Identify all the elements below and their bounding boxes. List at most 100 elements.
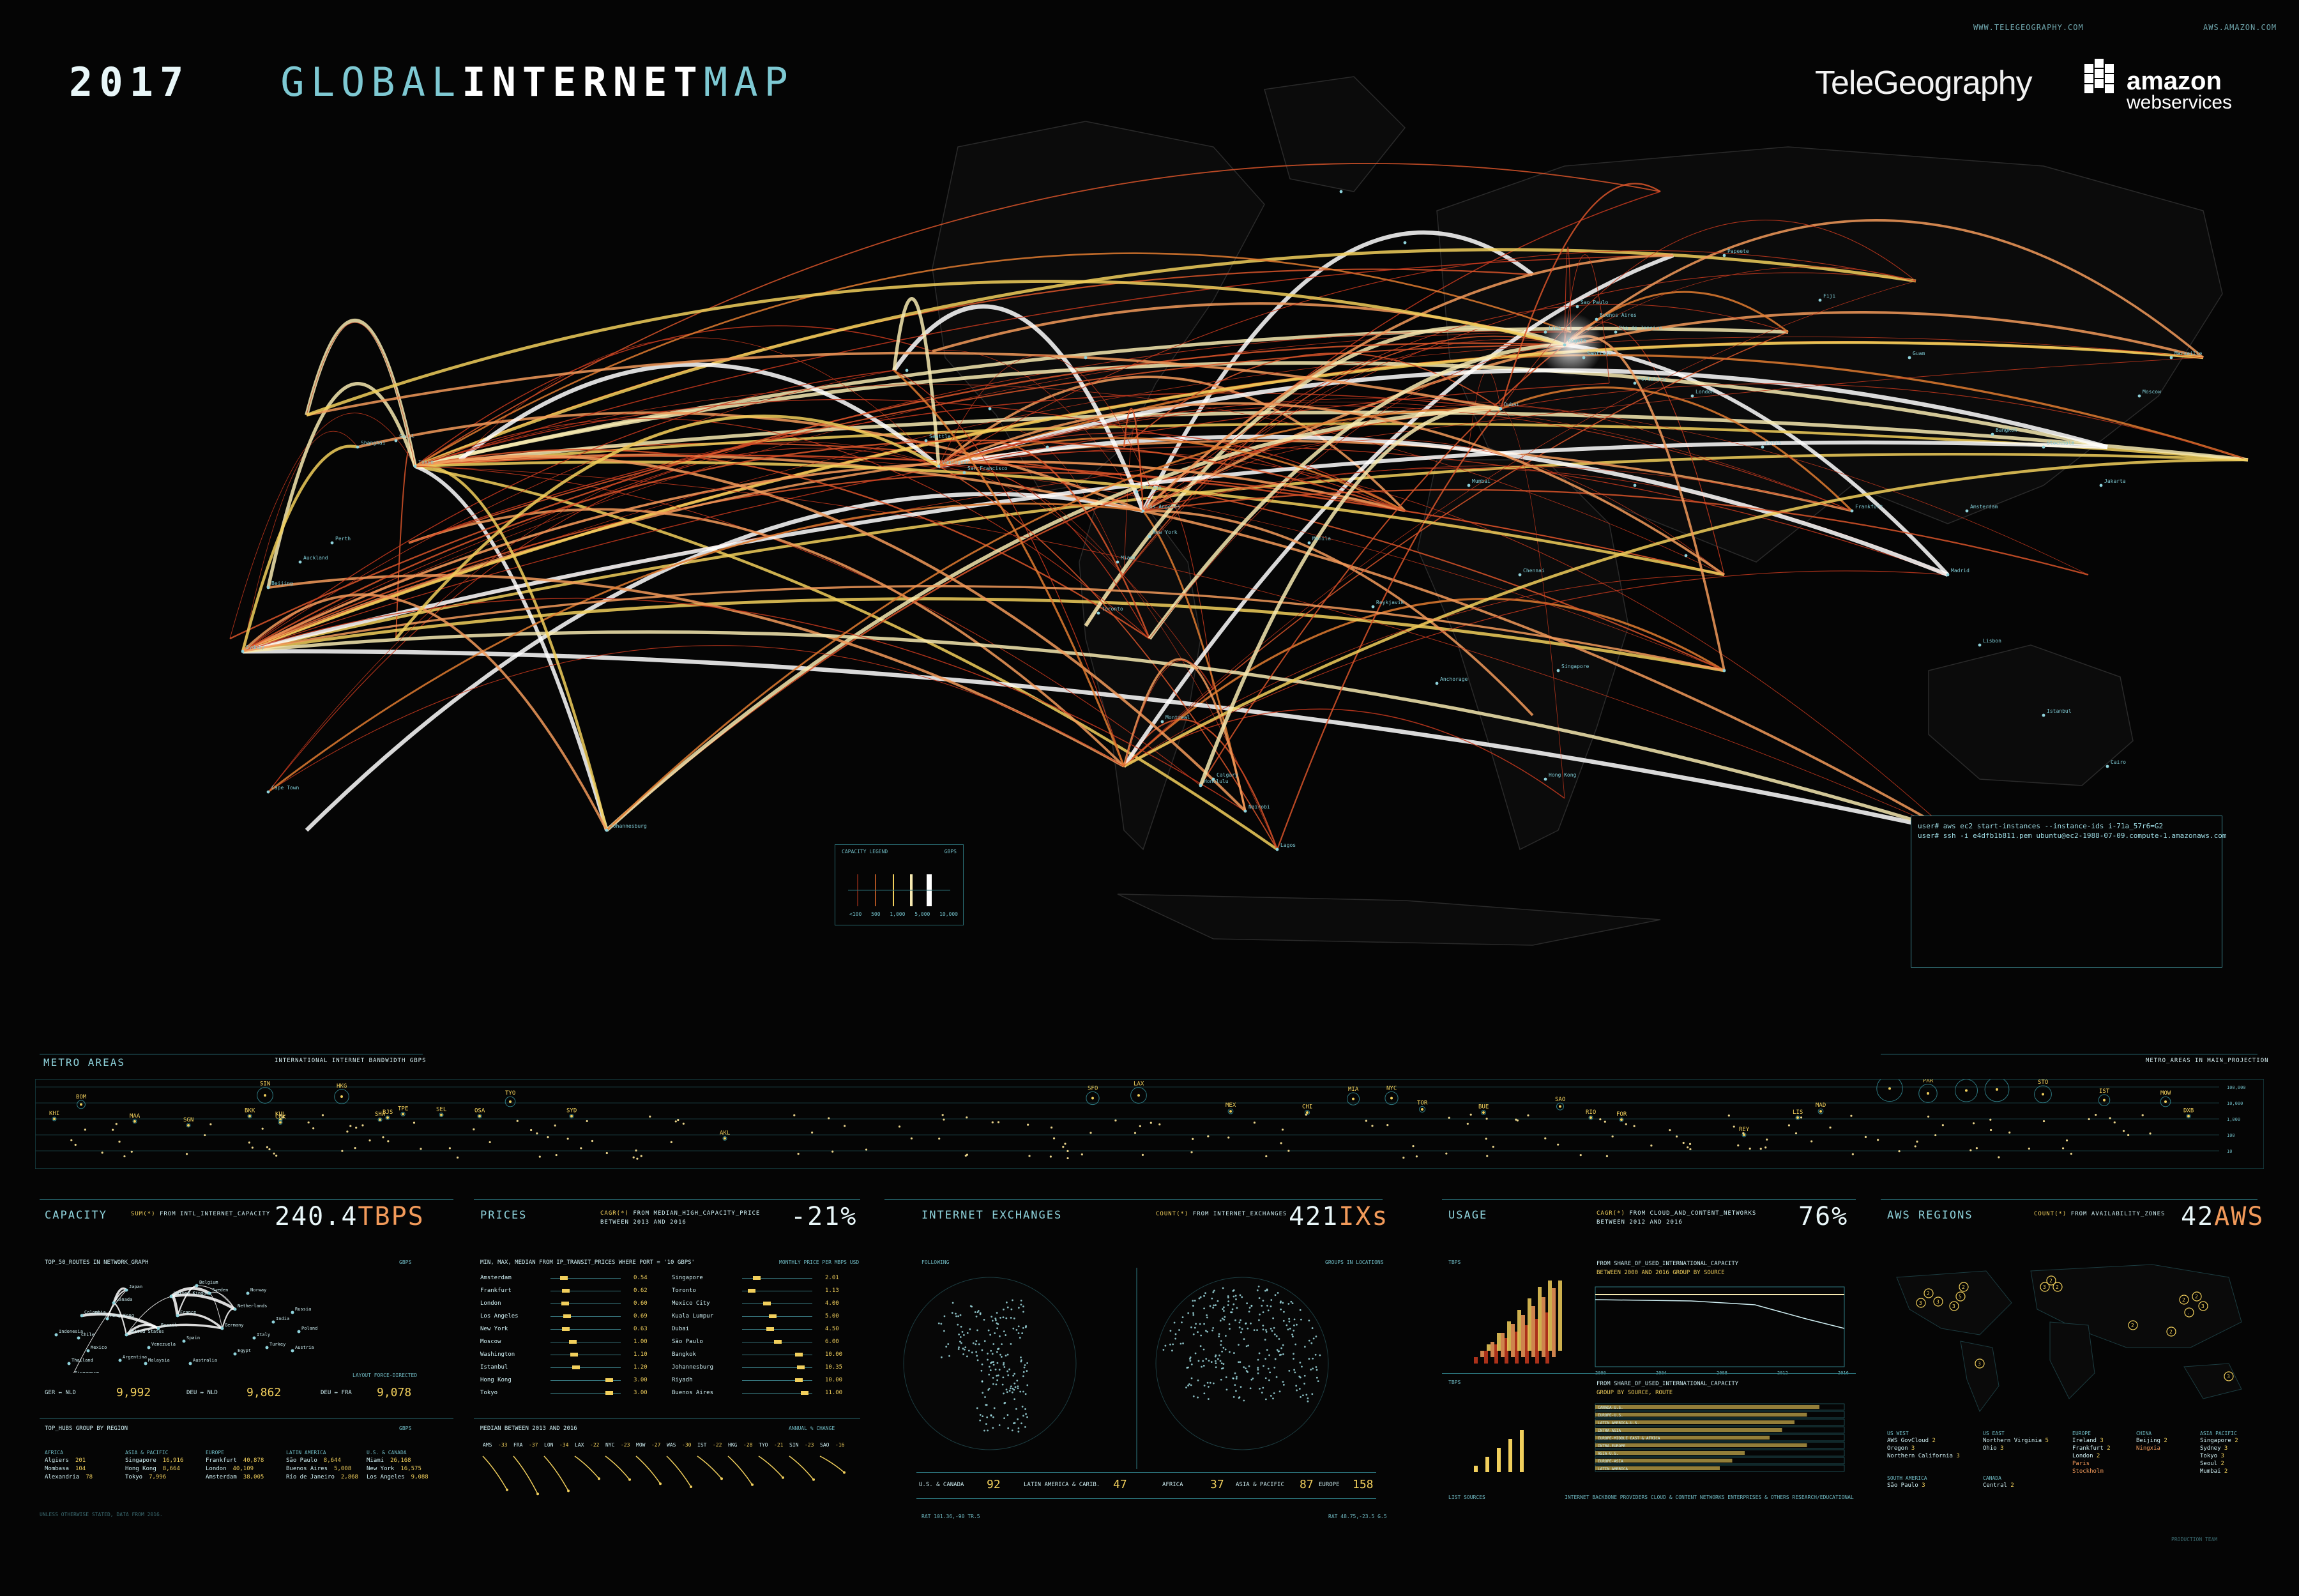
city-dot[interactable] xyxy=(298,560,302,564)
aws-region-marker[interactable] xyxy=(1916,1298,1926,1308)
city-dot[interactable] xyxy=(1096,611,1100,615)
city-dot[interactable] xyxy=(2106,764,2109,768)
city-dot[interactable] xyxy=(1965,509,1969,513)
city-dot[interactable] xyxy=(1148,535,1151,538)
aws-region-marker[interactable] xyxy=(2198,1301,2208,1311)
city-dot[interactable] xyxy=(1467,483,1471,487)
aws-region-marker[interactable] xyxy=(2179,1295,2189,1305)
metro-bubble[interactable] xyxy=(132,1119,137,1124)
metro-bubble[interactable] xyxy=(385,1115,390,1120)
city-dot[interactable] xyxy=(988,407,992,411)
metro-bubble[interactable] xyxy=(1480,1109,1487,1116)
graph-node[interactable] xyxy=(147,1346,151,1349)
graph-node[interactable] xyxy=(86,1349,90,1353)
city-dot[interactable] xyxy=(1499,407,1503,411)
aws-region-marker[interactable] xyxy=(1949,1301,1959,1311)
metro-bubble[interactable] xyxy=(1385,1091,1399,1106)
graph-node[interactable] xyxy=(208,1291,211,1295)
metro-bubble[interactable] xyxy=(1955,1079,1978,1102)
graph-node[interactable] xyxy=(252,1336,256,1340)
city-dot[interactable] xyxy=(1339,190,1343,194)
aws-region-marker[interactable] xyxy=(1959,1282,1969,1292)
city-dot[interactable] xyxy=(962,471,966,475)
metro-bubble[interactable] xyxy=(377,1117,383,1122)
aws-region-marker[interactable] xyxy=(2040,1282,2050,1292)
city-dot[interactable] xyxy=(1275,847,1279,851)
aws-url[interactable]: AWS.AMAZON.COM xyxy=(2203,23,2277,32)
graph-node[interactable] xyxy=(80,1314,84,1318)
graph-node[interactable] xyxy=(233,1307,237,1311)
graph-node[interactable] xyxy=(271,1320,275,1324)
city-dot[interactable] xyxy=(1946,573,1950,577)
aws-region-marker[interactable] xyxy=(1955,1291,1966,1302)
graph-node[interactable] xyxy=(176,1314,179,1318)
metro-bubble[interactable] xyxy=(257,1087,273,1104)
city-dot[interactable] xyxy=(1243,809,1247,813)
city-dot[interactable] xyxy=(1690,394,1694,398)
city-dot[interactable] xyxy=(330,541,334,545)
city-dot[interactable] xyxy=(1045,445,1049,449)
metro-bubble[interactable] xyxy=(1130,1087,1147,1104)
city-dot[interactable] xyxy=(605,828,609,832)
city-dot[interactable] xyxy=(1371,605,1375,609)
graph-node[interactable] xyxy=(77,1336,80,1340)
city-dot[interactable] xyxy=(1850,509,1854,513)
graph-node[interactable] xyxy=(291,1349,294,1353)
city-dot[interactable] xyxy=(241,650,245,653)
graph-node[interactable] xyxy=(188,1362,192,1365)
city-dot[interactable] xyxy=(1575,305,1579,308)
city-dot[interactable] xyxy=(1211,777,1215,781)
city-dot[interactable] xyxy=(1199,784,1203,787)
graph-node[interactable] xyxy=(67,1362,71,1365)
graph-node[interactable] xyxy=(144,1362,148,1365)
city-dot[interactable] xyxy=(1141,509,1145,513)
telegeography-url[interactable]: WWW.TELEGEOGRAPHY.COM xyxy=(1973,23,2084,32)
metro-bubble[interactable] xyxy=(1227,1108,1234,1114)
city-dot[interactable] xyxy=(1135,490,1139,494)
city-dot[interactable] xyxy=(2099,483,2103,487)
metro-bubble[interactable] xyxy=(2098,1094,2111,1106)
city-dot[interactable] xyxy=(1818,298,1822,302)
city-dot[interactable] xyxy=(1633,483,1637,487)
metro-bubble[interactable] xyxy=(1984,1079,2010,1102)
graph-node[interactable] xyxy=(169,1295,173,1298)
aws-region-marker[interactable] xyxy=(1975,1358,1985,1369)
metro-bubble[interactable] xyxy=(722,1136,727,1141)
city-dot[interactable] xyxy=(2042,713,2045,717)
metro-bubble[interactable] xyxy=(1304,1109,1310,1116)
metro-bubble[interactable] xyxy=(334,1089,349,1104)
metro-bubble[interactable] xyxy=(247,1114,252,1119)
graph-node[interactable] xyxy=(156,1326,160,1330)
metro-bubble[interactable] xyxy=(2034,1085,2052,1104)
city-dot[interactable] xyxy=(394,439,398,443)
city-dot[interactable] xyxy=(1908,356,1911,360)
city-dot[interactable] xyxy=(924,439,928,443)
graph-node[interactable] xyxy=(220,1326,224,1330)
graph-node[interactable] xyxy=(54,1333,58,1337)
graph-node[interactable] xyxy=(112,1301,116,1305)
usage-list-sources[interactable]: LIST SOURCES xyxy=(1448,1494,1485,1500)
metro-bubble[interactable] xyxy=(278,1120,283,1125)
graph-node[interactable] xyxy=(182,1339,186,1343)
city-dot[interactable] xyxy=(356,445,360,449)
city-dot[interactable] xyxy=(1595,317,1598,321)
city-dot[interactable] xyxy=(1116,560,1119,564)
city-dot[interactable] xyxy=(937,464,941,468)
graph-node[interactable] xyxy=(105,1317,109,1321)
city-dot[interactable] xyxy=(1544,777,1547,781)
graph-node[interactable] xyxy=(265,1346,269,1349)
graph-node[interactable] xyxy=(118,1358,122,1362)
metro-bubble[interactable] xyxy=(569,1114,574,1119)
aws-region-marker[interactable] xyxy=(2052,1282,2063,1292)
city-dot[interactable] xyxy=(1084,356,1088,360)
aws-region-marker[interactable] xyxy=(2166,1326,2176,1337)
metro-bubble[interactable] xyxy=(1418,1106,1426,1113)
city-dot[interactable] xyxy=(1722,254,1726,257)
city-dot[interactable] xyxy=(1722,669,1726,673)
metro-bubble[interactable] xyxy=(77,1100,86,1109)
aws-region-marker[interactable] xyxy=(2046,1275,2056,1286)
city-dot[interactable] xyxy=(1403,241,1407,245)
metro-bubble[interactable] xyxy=(439,1113,444,1118)
city-dot[interactable] xyxy=(1582,356,1586,360)
metro-bubble[interactable] xyxy=(1086,1091,1100,1106)
